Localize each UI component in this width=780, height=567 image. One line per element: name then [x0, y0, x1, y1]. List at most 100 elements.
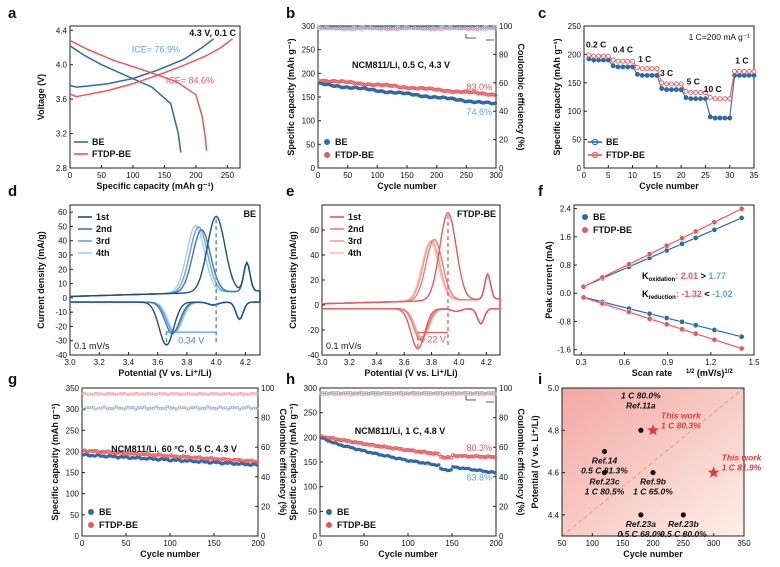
rate-point-ftdp [712, 96, 718, 102]
y-tick-label: 0 [311, 164, 316, 173]
voltage-curve [69, 45, 182, 153]
x-tick-label: 4.2 [481, 358, 493, 367]
capacity-point-ftdp [378, 444, 383, 449]
capacity-point-ftdp [393, 83, 398, 88]
plot-background [562, 388, 744, 536]
x-tick-label: 3.6 [152, 358, 164, 367]
y2-tick-label: 0 [499, 164, 504, 173]
legend-label: BE [92, 137, 105, 147]
ce-point-ftdp [146, 391, 150, 395]
ce-point-be [395, 391, 398, 395]
ce-point-be [385, 26, 389, 30]
x-tick-label: 250 [677, 539, 691, 548]
y-tick-label: 0 [313, 532, 318, 541]
x-tick-label: 50 [97, 171, 106, 180]
ce-point-ftdp [90, 392, 94, 396]
capacity-point-ftdp [432, 87, 437, 92]
capacity-point-ftdp [472, 89, 476, 94]
panel-letter-f: f [538, 183, 544, 200]
ce-point-be [477, 391, 481, 395]
capacity-point-ftdp [347, 439, 351, 443]
rate-point-ftdp [586, 52, 592, 58]
plot-frame [573, 204, 755, 356]
ce-point-be [483, 391, 486, 395]
capacity-point-ftdp [411, 85, 416, 90]
panel-letter-h: h [286, 371, 295, 388]
ce-point-ftdp [215, 392, 219, 395]
ce-point-ftdp [120, 392, 124, 396]
ce-point-ftdp [416, 392, 420, 396]
y-tick-label: 200 [66, 447, 80, 456]
capacity-point-ftdp [397, 85, 402, 90]
capacity-point-ftdp [427, 86, 432, 91]
capacity-point-ftdp [214, 457, 219, 462]
rate-point-ftdp [615, 58, 621, 64]
capacity-point-ftdp [470, 454, 475, 459]
y-tick-label: 4.8 [548, 426, 560, 435]
rate-point-ftdp [707, 95, 713, 101]
capacity-point-ftdp [387, 445, 392, 450]
capacity-point-ftdp [347, 80, 352, 84]
capacity-point-ftdp [357, 440, 362, 445]
rate-point-ftdp [668, 81, 674, 87]
x-tick-label: 35 [750, 171, 759, 180]
x-tick-label: 50 [122, 539, 131, 548]
y-tick-label: -20 [307, 326, 319, 335]
ce-point-be [476, 25, 480, 29]
point-sublabel: 0.5 C 80.0% [660, 529, 707, 539]
rate-point-ftdp [634, 65, 640, 70]
capacity-point-ftdp [345, 439, 350, 443]
ce-point-be [319, 390, 323, 394]
rate-point-ftdp [654, 66, 660, 72]
ce-point-be [132, 406, 136, 410]
ce-point-be [155, 405, 159, 409]
ce-point-ftdp [353, 27, 357, 31]
ce-point-be [238, 407, 241, 411]
ce-point-ftdp [162, 392, 166, 396]
capacity-point-ftdp [463, 89, 468, 94]
y-tick-label: 250 [66, 426, 80, 435]
x-tick-label: 0.9 [662, 358, 674, 367]
ce-point-be [248, 406, 252, 410]
ce-point-be [114, 405, 118, 408]
capacity-point-ftdp [368, 442, 373, 447]
capacity-point-ftdp [408, 448, 413, 453]
capacity-point-ftdp [388, 84, 393, 88]
ce-point-be [492, 25, 496, 29]
capacity-point-ftdp [341, 437, 346, 442]
ce-point-be [211, 406, 215, 410]
ce-point-ftdp [183, 392, 187, 396]
ce-point-be [470, 391, 474, 395]
ce-point-be [379, 392, 383, 395]
ce-point-be [465, 391, 469, 395]
point-label: Ref.9b [640, 477, 666, 487]
ce-point-be [97, 406, 101, 410]
x-tick-label: 100 [163, 539, 177, 548]
capacity-point-ftdp [420, 85, 425, 90]
y-axis-label: Specific capacity (mAh g⁻¹) [552, 38, 562, 155]
ce-point-ftdp [102, 393, 106, 396]
ce-point-be [382, 391, 386, 394]
peak-point-be [663, 247, 670, 254]
peak-point-be [738, 215, 745, 221]
y-tick-label: 4.6 [548, 469, 560, 478]
x-tick-label: 4.0 [453, 358, 465, 367]
ce-point-be [227, 407, 231, 411]
rate-point-be [746, 72, 752, 78]
ce-point-ftdp [134, 391, 138, 395]
y2-tick-label: 80 [499, 414, 508, 423]
x-tick-label: 4.2 [240, 358, 252, 367]
y-tick-label: 0 [577, 164, 582, 173]
peak-point-ftdp [692, 228, 699, 235]
ce-point-be [386, 391, 390, 394]
capacity-point-ftdp [364, 442, 369, 447]
y-tick-label: 3.6 [56, 95, 68, 104]
x-axis-label: Cycle number [377, 181, 437, 191]
ce-point-be [111, 407, 115, 411]
capacity-point-ftdp [491, 92, 496, 97]
x-axis-label: Scan rate [632, 368, 673, 378]
y-tick-label: -40 [307, 351, 319, 360]
ce-point-be [383, 27, 387, 31]
x-tick-label: 20 [677, 171, 686, 180]
peak-point-ftdp [663, 242, 670, 249]
